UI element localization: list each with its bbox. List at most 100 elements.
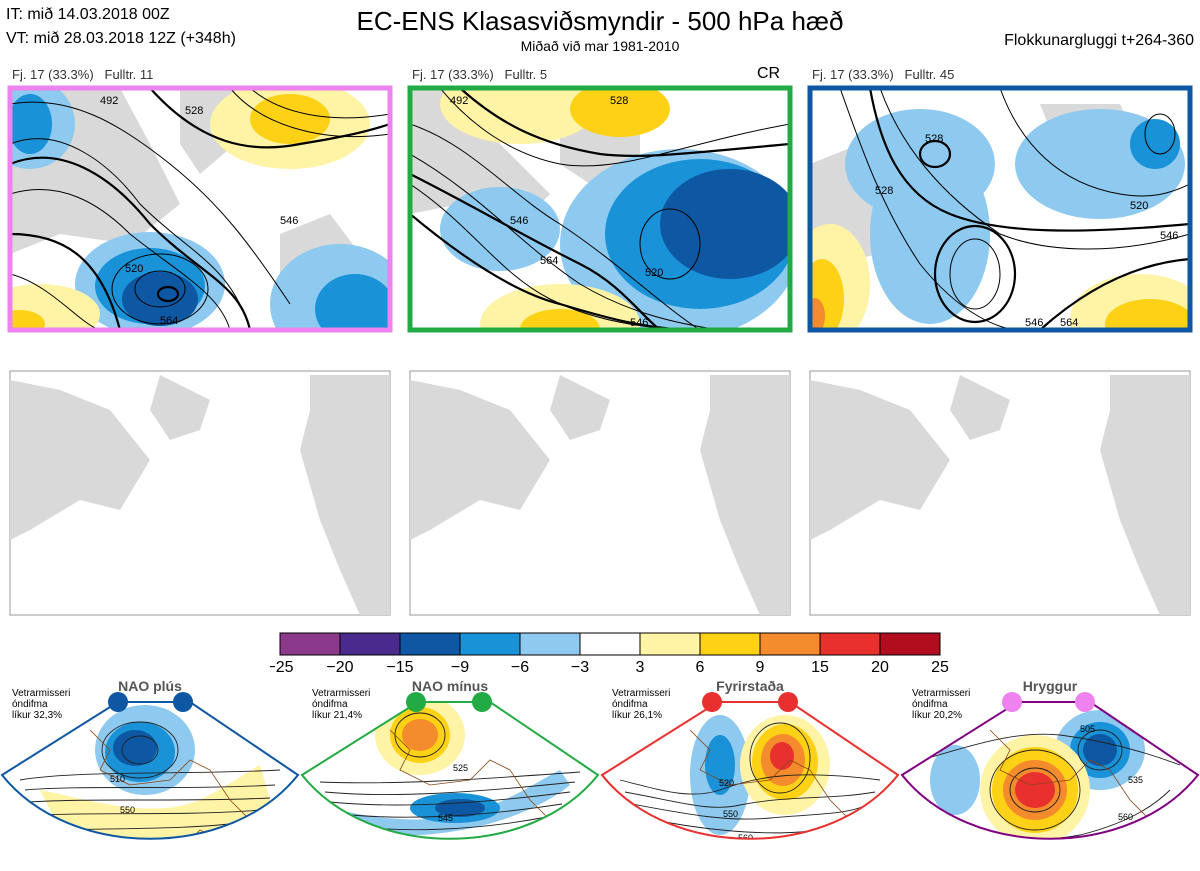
regime-3-desc-line: líkur 26,1% [612, 710, 663, 721]
regime-1-border [0, 701, 300, 840]
regime-2-name: NAO mínus [411, 678, 489, 694]
colorbar-swatch [459, 632, 521, 656]
panel-1-prob: Fj. 17 (33.3%) [12, 67, 94, 82]
panel-3-member: Fulltr. 45 [904, 67, 955, 82]
regime-2-desc: Vetrarmisseri óndifma líkur 21,4% [312, 688, 370, 721]
empty-map-1 [9, 370, 391, 616]
colorbar: −25 −20 −15 −9 −6 −3 3 6 9 15 20 25 [270, 632, 949, 676]
panel-2-prob: Fj. 17 (33.3%) [412, 67, 494, 82]
regime-4-contour-label: 535 [1128, 775, 1143, 785]
colorbar-label: −25 [270, 659, 294, 676]
regime-4-contour-label: 560 [1118, 812, 1133, 822]
regime-2-desc-line: Vetrarmisseri [312, 688, 371, 699]
regime-2-contour-label: 565 [420, 848, 435, 858]
panel-2-border [407, 85, 793, 333]
regime-1-marker [173, 692, 193, 712]
colorbar-swatch [399, 632, 461, 656]
panel-2-caption: Fj. 17 (33.3%) Fulltr. 5 [412, 67, 547, 82]
regime-2-marker [406, 692, 426, 712]
empty-map-2 [409, 370, 791, 616]
panel-1-member: Fulltr. 11 [104, 67, 154, 82]
empty-maps [9, 370, 1191, 616]
colorbar-label: 9 [756, 659, 765, 676]
colorbar-label: −6 [511, 659, 529, 676]
colorbar-label: 3 [636, 659, 645, 676]
panel-2-contour-label: 520 [645, 267, 663, 279]
panel-2-contour-label: 528 [610, 95, 628, 107]
regime-3-marker [702, 692, 722, 712]
valid-time: VT: mið 28.03.2018 12Z (+348h) [6, 30, 236, 47]
regime-3-desc: Vetrarmisseri óndifma líkur 26,1% [612, 688, 670, 721]
regime-1-desc-line: óndifma [12, 699, 48, 710]
regime-3-contour-label: 520 [719, 778, 734, 788]
panel-1-contour-label: 564 [160, 315, 178, 327]
regime-3-border [600, 701, 900, 840]
colorbar-label: 15 [811, 659, 829, 676]
colorbar-label: −15 [386, 659, 413, 676]
regime-2-contour-label: 545 [438, 813, 453, 823]
colorbar-swatch [339, 632, 401, 656]
panel-2-member: Fulltr. 5 [504, 67, 548, 82]
regime-4-marker [1075, 692, 1095, 712]
regime-4-desc-line: óndifma [912, 699, 948, 710]
regime-1-name: NAO plús [118, 678, 182, 694]
colorbar-swatch [759, 632, 821, 656]
panel-1-contour-label: 546 [280, 215, 298, 227]
colorbar-swatch [579, 632, 641, 656]
colorbar-swatch [639, 632, 701, 656]
panel-1-map: 492 520 528 546 564 [10, 88, 390, 330]
colorbar-swatch [819, 632, 881, 656]
panel-2-contour-label: 546 [630, 317, 648, 329]
empty-map-3 [809, 370, 1191, 616]
colorbar-label: −20 [326, 659, 353, 676]
colorbar-swatch [279, 632, 341, 656]
regime-4-desc: Vetrarmisseri óndifma líkur 20,2% [912, 688, 970, 721]
panel-3-contour-label: 546 [1025, 317, 1043, 329]
regime-4-desc-line: Vetrarmisseri [912, 688, 971, 699]
regime-4-contour-label: 505 [1080, 724, 1095, 734]
panel-1-contour-label: 520 [125, 263, 143, 275]
panel-2-contour-label: 492 [450, 95, 468, 107]
panel-3-contour-label: 528 [875, 185, 893, 197]
regime-4-name: Hryggur [1022, 678, 1078, 694]
regime-4-map: 505 535 560 [902, 702, 1198, 839]
panel-1-contour-label: 528 [185, 105, 203, 117]
colorbar-label: 20 [871, 659, 889, 676]
regime-3-marker [778, 692, 798, 712]
colorbar-label: 25 [931, 659, 949, 676]
regime-maps: 510 550 525 545 565 [0, 692, 1200, 858]
regime-2-desc-line: líkur 21,4% [312, 710, 363, 721]
regime-2-contour-label: 525 [453, 763, 468, 773]
regime-1-contour-label: 550 [120, 805, 135, 815]
panel-3-contour-label: 528 [925, 133, 943, 145]
regime-4-border [900, 701, 1200, 840]
panel-3-prob: Fj. 17 (33.3%) [812, 67, 894, 82]
regime-1-desc: Vetrarmisseri óndifma líkur 32,3% [12, 688, 70, 721]
page-subtitle: Miðað við mar 1981-2010 [520, 38, 680, 54]
init-time: IT: mið 14.03.2018 00Z [6, 6, 170, 23]
top-maps: 492 520 528 546 564 492 528 [7, 85, 1193, 333]
panel-2-map: 492 528 546 564 520 546 [410, 88, 790, 330]
panel-3-caption: Fj. 17 (33.3%) Fulltr. 45 [812, 67, 954, 82]
panel-1-border [7, 85, 393, 333]
colorbar-label: 6 [696, 659, 705, 676]
colorbar-swatch [519, 632, 581, 656]
panel-2-contour-label: 546 [510, 215, 528, 227]
regime-4-marker [1002, 692, 1022, 712]
regime-2-border [300, 701, 600, 840]
regime-3-desc-line: Vetrarmisseri [612, 688, 671, 699]
regime-1-marker [108, 692, 128, 712]
panel-3-contour-label: 520 [1130, 200, 1148, 212]
regime-3-map: 520 550 560 [602, 702, 898, 843]
regime-2-marker [472, 692, 492, 712]
regime-3-contour-label: 560 [738, 833, 753, 843]
regime-3-contour-label: 550 [723, 809, 738, 819]
regime-3-desc-line: óndifma [612, 699, 648, 710]
regime-1-desc-line: Vetrarmisseri [12, 688, 71, 699]
regime-2-desc-line: óndifma [312, 699, 348, 710]
panel-3-border [807, 85, 1193, 333]
panel-2-tag: CR [757, 65, 781, 82]
colorbar-swatch [879, 632, 941, 656]
regime-4-desc-line: líkur 20,2% [912, 710, 963, 721]
colorbar-swatch [699, 632, 761, 656]
